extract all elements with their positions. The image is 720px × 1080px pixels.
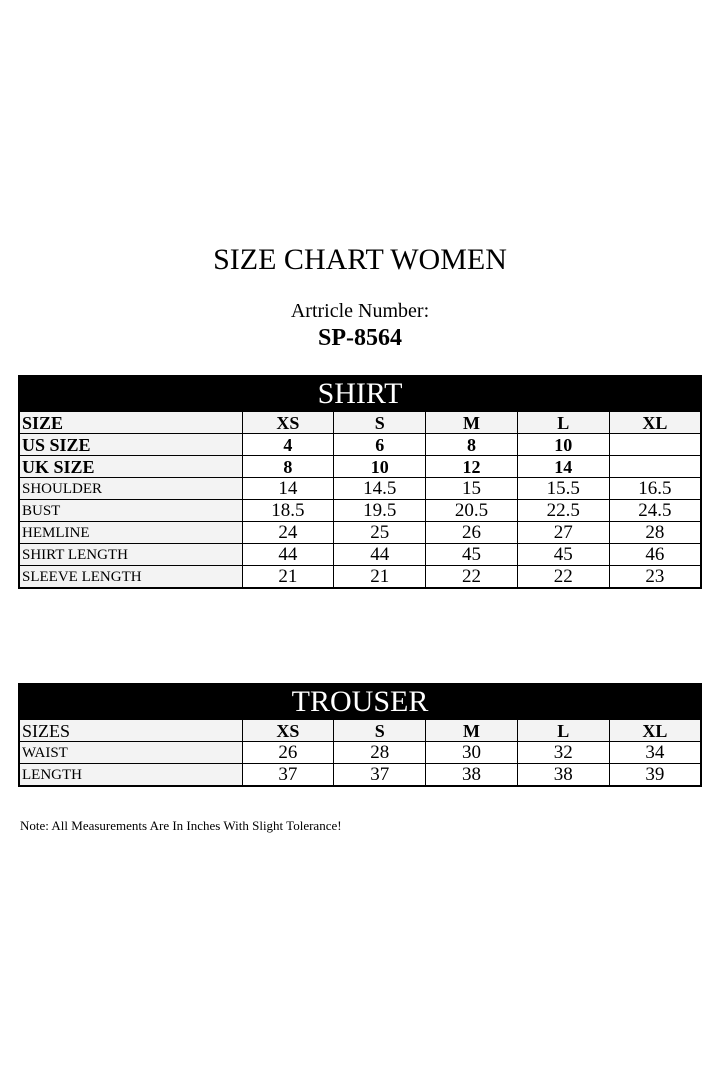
row-label: SIZE xyxy=(18,411,243,434)
measurement-cell: 22.5 xyxy=(516,499,610,522)
row-label: SIZES xyxy=(18,719,243,742)
measurement-cell: 19.5 xyxy=(333,499,427,522)
measurement-cell: 8 xyxy=(241,455,335,478)
row-label: WAIST xyxy=(18,741,243,764)
size-header-cell: S xyxy=(333,411,427,434)
measurement-cell: 10 xyxy=(333,455,427,478)
table-row: SHOULDER 14 14.5 15 15.5 16.5 xyxy=(18,477,702,500)
measurement-cell: 21 xyxy=(241,565,335,589)
measurement-cell: 22 xyxy=(425,565,518,589)
measurement-cell: 28 xyxy=(608,521,702,544)
measurement-cell: 23 xyxy=(608,565,702,589)
measurement-cell: 21 xyxy=(333,565,427,589)
row-label: HEMLINE xyxy=(18,521,243,544)
measurement-cell: 28 xyxy=(333,741,427,764)
table-row: UK SIZE 8 10 12 14 xyxy=(18,455,702,478)
row-label: SHIRT LENGTH xyxy=(18,543,243,566)
measurement-cell: 22 xyxy=(516,565,610,589)
table-row: SLEEVE LENGTH 21 21 22 22 23 xyxy=(18,565,702,589)
measurement-cell: 26 xyxy=(425,521,518,544)
page-title: SIZE CHART WOMEN xyxy=(213,243,507,276)
header-row: SIZE XS S M L XL xyxy=(18,411,702,434)
measurement-cell: 32 xyxy=(516,741,610,764)
measurement-cell: 45 xyxy=(516,543,610,566)
measurement-cell: 45 xyxy=(425,543,518,566)
measurement-cell: 38 xyxy=(516,763,610,787)
size-header-cell: L xyxy=(516,411,610,434)
measurement-cell: 25 xyxy=(333,521,427,544)
measurement-cell: 8 xyxy=(425,433,518,456)
size-header-cell: XS xyxy=(241,411,335,434)
measurement-cell xyxy=(608,455,702,478)
measurement-cell: 46 xyxy=(608,543,702,566)
table-row: WAIST 26 28 30 32 34 xyxy=(18,741,702,764)
article-number: SP-8564 xyxy=(318,325,402,351)
size-header-cell: XL xyxy=(608,719,702,742)
measurement-cell: 27 xyxy=(516,521,610,544)
measurement-cell: 37 xyxy=(241,763,335,787)
shirt-size-table: SHIRT SIZE XS S M L XL US SIZE 4 6 8 10 UK SIZE 8 10 12… xyxy=(18,375,702,589)
measurement-cell: 10 xyxy=(516,433,610,456)
size-header-cell: S xyxy=(333,719,427,742)
measurement-cell: 6 xyxy=(333,433,427,456)
measurement-cell: 12 xyxy=(425,455,518,478)
measurement-cell: 44 xyxy=(333,543,427,566)
row-label: SHOULDER xyxy=(18,477,243,500)
size-header-cell: L xyxy=(516,719,610,742)
row-label: SLEEVE LENGTH xyxy=(18,565,243,589)
measurement-cell: 18.5 xyxy=(241,499,335,522)
measurement-cell: 14.5 xyxy=(333,477,427,500)
measurement-cell: 39 xyxy=(608,763,702,787)
measurement-cell xyxy=(608,433,702,456)
table-row: US SIZE 4 6 8 10 xyxy=(18,433,702,456)
measurement-cell: 4 xyxy=(241,433,335,456)
measurement-cell: 24.5 xyxy=(608,499,702,522)
row-label: UK SIZE xyxy=(18,455,243,478)
measurement-note: Note: All Measurements Are In Inches Wit… xyxy=(20,818,342,833)
row-label: US SIZE xyxy=(18,433,243,456)
trouser-banner-row: TROUSER xyxy=(18,683,702,720)
size-header-cell: XL xyxy=(608,411,702,434)
trouser-size-table: TROUSER SIZES XS S M L XL WAIST 26 28 30 32 34 LENGTH… xyxy=(18,683,702,787)
measurement-cell: 16.5 xyxy=(608,477,702,500)
table-row: SHIRT LENGTH 44 44 45 45 46 xyxy=(18,543,702,566)
table-row: LENGTH 37 37 38 38 39 xyxy=(18,763,702,787)
measurement-cell: 14 xyxy=(241,477,335,500)
size-header-cell: M xyxy=(425,411,518,434)
row-label: BUST xyxy=(18,499,243,522)
table-row: BUST 18.5 19.5 20.5 22.5 24.5 xyxy=(18,499,702,522)
measurement-cell: 34 xyxy=(608,741,702,764)
measurement-cell: 15.5 xyxy=(516,477,610,500)
measurement-cell: 15 xyxy=(425,477,518,500)
trouser-banner: TROUSER xyxy=(18,683,702,720)
measurement-cell: 37 xyxy=(333,763,427,787)
shirt-banner-row: SHIRT xyxy=(18,375,702,412)
measurement-cell: 38 xyxy=(425,763,518,787)
measurement-cell: 14 xyxy=(516,455,610,478)
measurement-cell: 44 xyxy=(241,543,335,566)
size-header-cell: XS xyxy=(241,719,335,742)
measurement-cell: 20.5 xyxy=(425,499,518,522)
header-row: SIZES XS S M L XL xyxy=(18,719,702,742)
measurement-cell: 24 xyxy=(241,521,335,544)
shirt-banner: SHIRT xyxy=(18,375,702,412)
measurement-cell: 26 xyxy=(241,741,335,764)
size-header-cell: M xyxy=(425,719,518,742)
row-label: LENGTH xyxy=(18,763,243,787)
measurement-cell: 30 xyxy=(425,741,518,764)
table-row: HEMLINE 24 25 26 27 28 xyxy=(18,521,702,544)
article-number-label: Artricle Number: xyxy=(290,300,430,322)
